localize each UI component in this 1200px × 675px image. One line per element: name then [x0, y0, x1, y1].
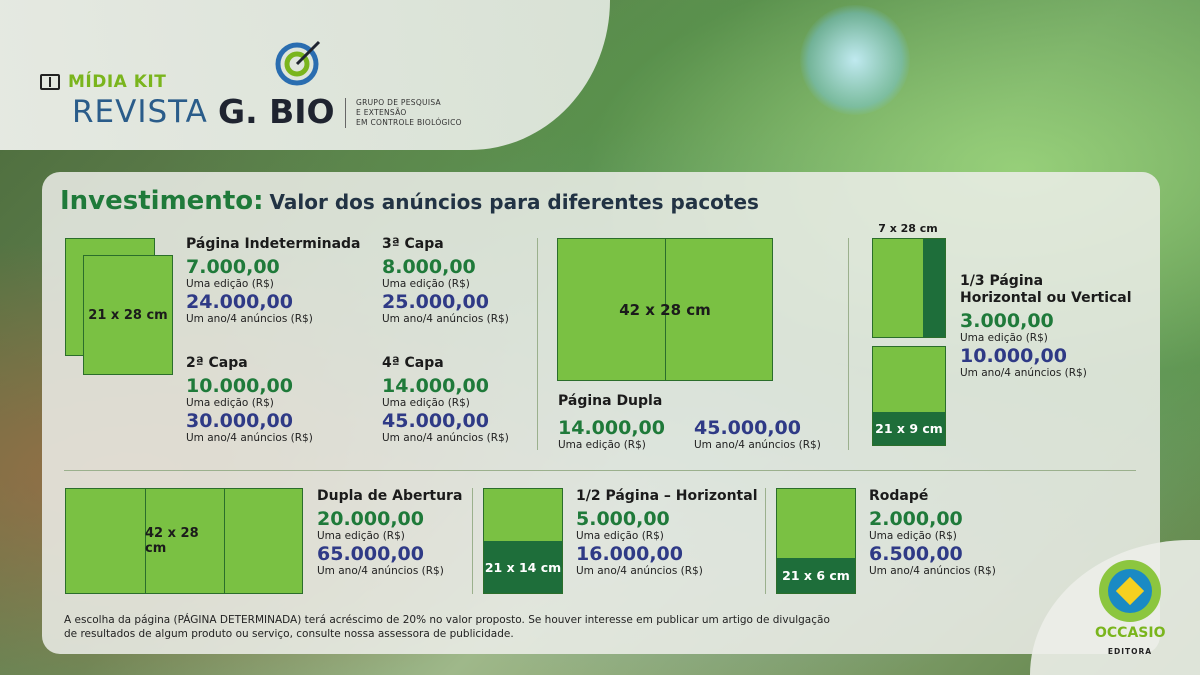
price-single-label: Uma edição (R$)	[186, 397, 274, 409]
price-single-label: Uma edição (R$)	[382, 397, 470, 409]
package-pagina-dupla-single: 14.000,00 Uma edição (R$)	[558, 414, 665, 452]
package-name: Página Dupla	[558, 393, 663, 409]
title-main: Investimento:	[60, 186, 264, 216]
package-name: Página Indeterminada	[186, 236, 361, 252]
package-name: Dupla de Abertura	[317, 488, 463, 504]
package-name: Horizontal ou Vertical	[960, 290, 1132, 306]
target-logo-icon	[275, 40, 321, 86]
price-year-label: Um ano/4 anúncios (R$)	[382, 432, 509, 444]
package-2a-capa: 2ª Capa 10.000,00 Uma edição (R$) 30.000…	[186, 355, 313, 444]
footer-note: A escolha da página (PÁGINA DETERMINADA)…	[64, 613, 924, 641]
price-single: 3.000,00	[960, 310, 1054, 332]
size-label-21x9: 21 x 9 cm	[873, 412, 945, 445]
price-single: 8.000,00	[382, 256, 476, 278]
package-rodape: Rodapé 2.000,00 Uma edição (R$) 6.500,00…	[869, 488, 996, 577]
footer-line: A escolha da página (PÁGINA DETERMINADA)…	[64, 614, 830, 626]
price-single-label: Uma edição (R$)	[317, 530, 405, 542]
third-vertical-strip	[923, 239, 945, 337]
package-4a-capa: 4ª Capa 14.000,00 Uma edição (R$) 45.000…	[382, 355, 509, 444]
spread-fold	[224, 488, 225, 594]
package-name: 1/2 Página – Horizontal	[576, 488, 758, 504]
price-year-label: Um ano/4 anúncios (R$)	[576, 565, 703, 577]
opening-spread-shape	[65, 488, 303, 594]
price-year: 65.000,00	[317, 543, 424, 565]
revista-text: REVISTA	[72, 94, 208, 130]
package-name: Rodapé	[869, 488, 929, 504]
price-single-label: Uma edição (R$)	[186, 278, 274, 290]
header-banner	[0, 0, 610, 150]
price-year: 45.000,00	[694, 417, 801, 439]
price-single: 14.000,00	[558, 417, 665, 439]
group-line: GRUPO DE PESQUISA	[356, 98, 441, 107]
footer-line: de resultados de algum produto ou serviç…	[64, 628, 514, 640]
media-kit-label: MÍDIA KIT	[40, 72, 166, 92]
price-year: 10.000,00	[960, 345, 1067, 367]
price-single: 2.000,00	[869, 508, 963, 530]
price-single-label: Uma edição (R$)	[869, 530, 957, 542]
price-year-label: Um ano/4 anúncios (R$)	[869, 565, 996, 577]
price-single: 5.000,00	[576, 508, 670, 530]
package-name: 2ª Capa	[186, 355, 248, 371]
size-label-21x14: 21 x 14 cm	[484, 541, 562, 593]
row-divider	[64, 470, 1136, 471]
package-pagina-dupla-year: 45.000,00 Um ano/4 anúncios (R$)	[694, 414, 821, 452]
price-single: 20.000,00	[317, 508, 424, 530]
page-title: Investimento: Valor dos anúncios para dif…	[60, 186, 759, 216]
price-single-label: Uma edição (R$)	[382, 278, 470, 290]
package-meia-pagina: 1/2 Página – Horizontal 5.000,00 Uma edi…	[576, 488, 758, 577]
book-icon	[40, 74, 60, 90]
divider	[848, 238, 849, 450]
package-3a-capa: 3ª Capa 8.000,00 Uma edição (R$) 25.000,…	[382, 236, 509, 325]
size-label-21x28: 21 x 28 cm	[88, 307, 168, 323]
double-page-fold	[665, 238, 666, 381]
publisher-sub: EDITORA	[1107, 647, 1153, 656]
divider	[537, 238, 538, 450]
price-year: 30.000,00	[186, 410, 293, 432]
kit-label-text: MÍDIA KIT	[68, 72, 167, 92]
price-year-label: Um ano/4 anúncios (R$)	[382, 313, 509, 325]
price-year-label: Um ano/4 anúncios (R$)	[960, 367, 1087, 379]
page-shape-front	[83, 255, 173, 375]
spread-fold	[145, 488, 146, 594]
price-single-label: Uma edição (R$)	[576, 530, 664, 542]
size-label-21x6: 21 x 6 cm	[777, 558, 855, 593]
package-name: 4ª Capa	[382, 355, 444, 371]
package-dupla-abertura: Dupla de Abertura 20.000,00 Uma edição (…	[317, 488, 462, 577]
size-label-42x28: 42 x 28 cm	[619, 300, 711, 319]
package-name: 3ª Capa	[382, 236, 444, 252]
package-pagina-dupla: Página Dupla	[558, 393, 662, 410]
price-year-label: Um ano/4 anúncios (R$)	[186, 313, 313, 325]
size-label-7x28: 7 x 28 cm	[878, 221, 938, 235]
price-year-label: Um ano/4 anúncios (R$)	[694, 439, 821, 451]
price-year-label: Um ano/4 anúncios (R$)	[317, 565, 444, 577]
group-line: E EXTENSÃO	[356, 108, 407, 117]
package-pagina-indeterminada: Página Indeterminada 7.000,00 Uma edição…	[186, 236, 361, 325]
price-year: 16.000,00	[576, 543, 683, 565]
group-description: GRUPO DE PESQUISA E EXTENSÃO EM CONTROLE…	[345, 98, 462, 128]
divider	[472, 488, 473, 594]
price-year: 24.000,00	[186, 291, 293, 313]
price-single: 14.000,00	[382, 375, 489, 397]
occasio-logo-icon	[1099, 560, 1161, 622]
price-year: 25.000,00	[382, 291, 489, 313]
price-single: 10.000,00	[186, 375, 293, 397]
price-year: 6.500,00	[869, 543, 963, 565]
price-single: 7.000,00	[186, 256, 280, 278]
price-year: 45.000,00	[382, 410, 489, 432]
package-um-terco: 1/3 Página Horizontal ou Vertical 3.000,…	[960, 273, 1132, 379]
package-name: 1/3 Página	[960, 273, 1044, 289]
plant-circle-icon	[800, 5, 910, 115]
price-year-label: Um ano/4 anúncios (R$)	[186, 432, 313, 444]
size-label-42x28: 42 x 28 cm	[145, 526, 199, 556]
gbio-text: G. BIO	[218, 92, 335, 131]
publisher-name: OCCASIO	[1095, 625, 1166, 641]
group-line: EM CONTROLE BIOLÓGICO	[356, 118, 462, 127]
title-sub: Valor dos anúncios para diferentes pacot…	[269, 190, 759, 214]
price-single-label: Uma edição (R$)	[558, 439, 646, 451]
price-single-label: Uma edição (R$)	[960, 332, 1048, 344]
publisher-logo: OCCASIO EDITORA	[1095, 560, 1165, 656]
divider	[765, 488, 766, 594]
